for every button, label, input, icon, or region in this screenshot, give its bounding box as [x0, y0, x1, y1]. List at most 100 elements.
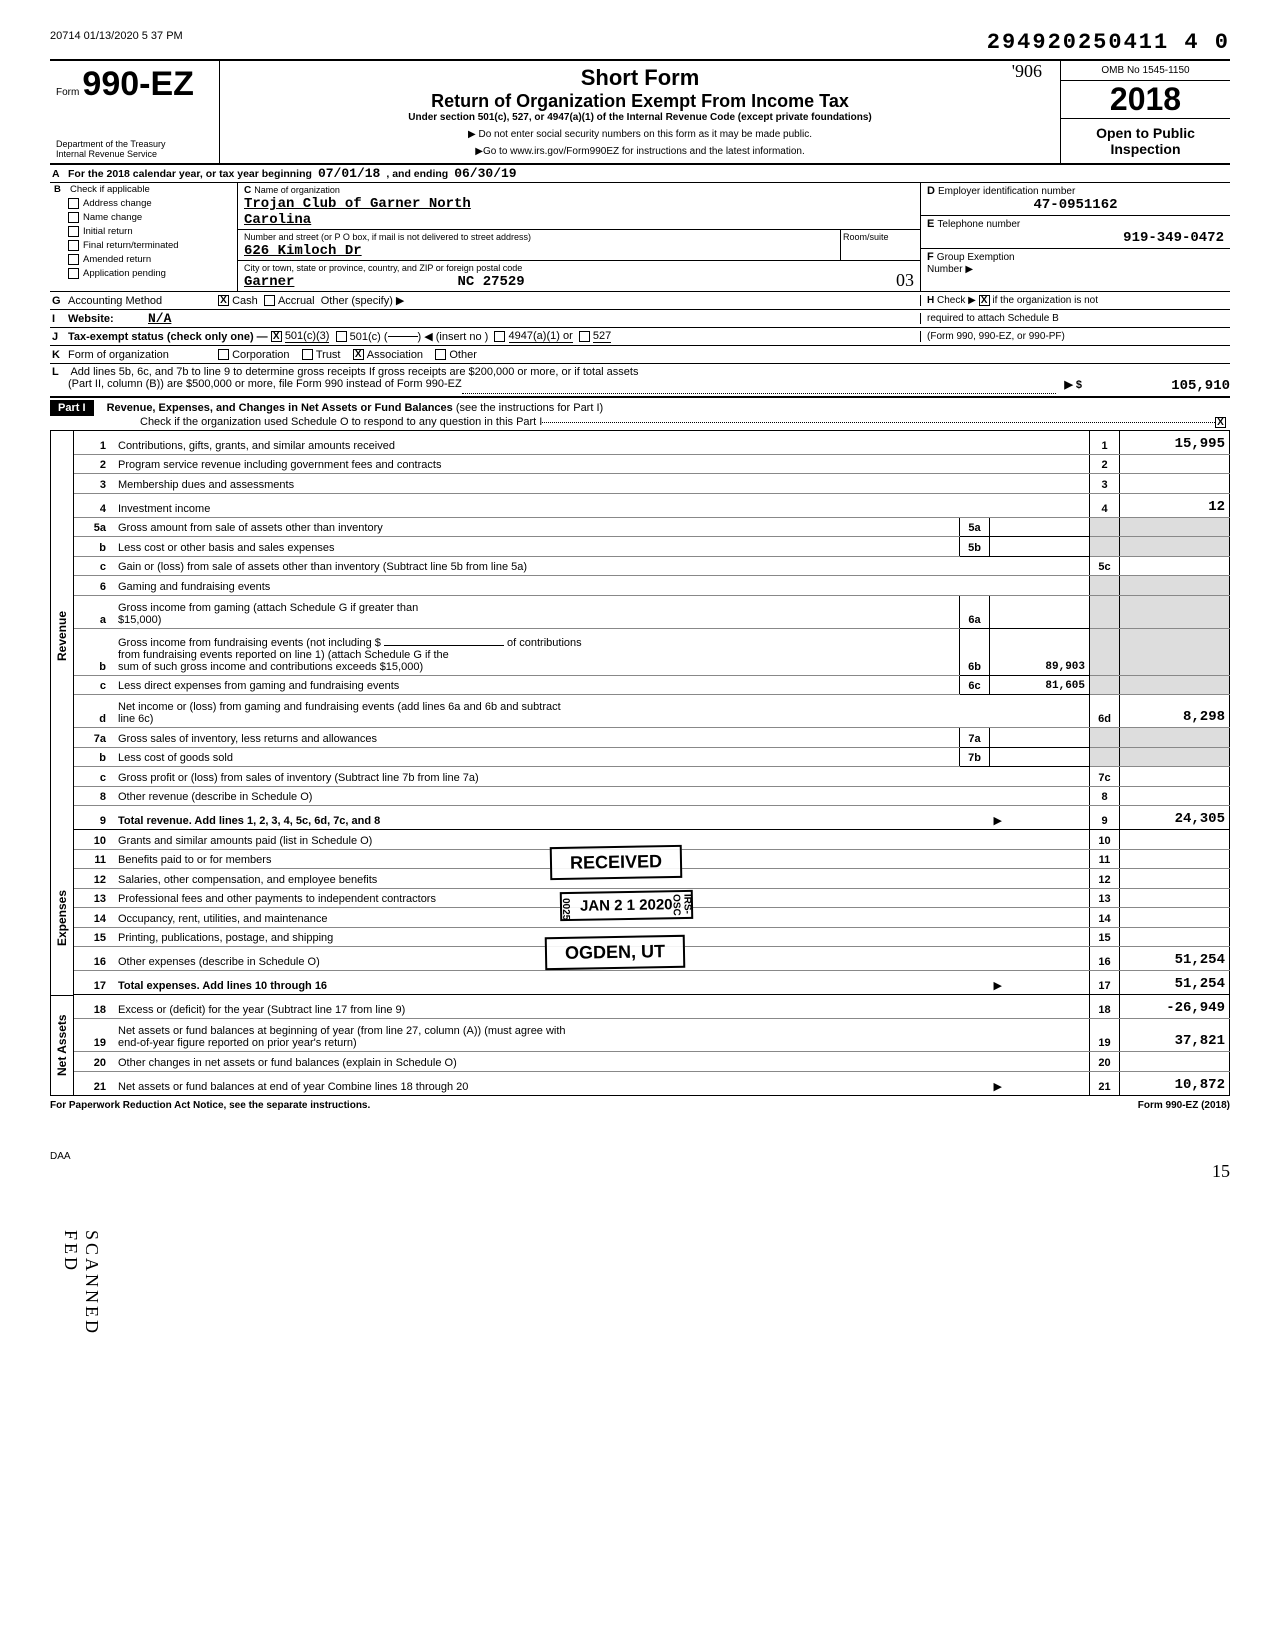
handwritten-906: '906	[1012, 61, 1042, 82]
label-k: K	[50, 349, 68, 361]
label-j: J	[50, 331, 68, 343]
instr1: ▶ Do not enter social security numbers o…	[228, 129, 1052, 140]
hand-03: 03	[896, 270, 914, 291]
lines-block: Revenue Expenses Net Assets 1Contributio…	[50, 431, 1230, 1096]
h-text2: if the organization is not	[992, 295, 1098, 306]
line-b: bLess cost of goods sold7b	[74, 747, 1230, 766]
label-c: C	[244, 185, 251, 196]
stamp-date-text: JAN 2 1 2020	[580, 896, 673, 915]
checkbox[interactable]	[68, 198, 79, 209]
chk-accrual[interactable]	[264, 295, 275, 306]
chk-h[interactable]: X	[979, 295, 990, 306]
checkbox[interactable]	[68, 226, 79, 237]
form-header: Form 990-EZ Department of the Treasury I…	[50, 59, 1230, 165]
k-d: Other	[449, 349, 477, 361]
footer: For Paperwork Reduction Act Notice, see …	[50, 1096, 1230, 1111]
stamp-date: 0025 JAN 2 1 2020 IRS-OSC	[560, 890, 693, 921]
k-c: Association	[367, 349, 423, 361]
c-name-label: Name of organization	[254, 185, 340, 195]
checkbox-label: Final return/terminated	[83, 240, 179, 251]
checkbox-row: Name change	[50, 210, 237, 224]
header-right: OMB No 1545-1150 2018 Open to Public Ins…	[1060, 61, 1230, 163]
row-l: L Add lines 5b, 6c, and 7b to line 9 to …	[50, 364, 1230, 397]
k-b: Trust	[316, 349, 341, 361]
line-6: 6Gaming and fundraising events	[74, 576, 1230, 595]
chk-scho[interactable]: X	[1215, 417, 1226, 428]
dept-block: Department of the Treasury Internal Reve…	[56, 139, 213, 159]
i-text: Website:	[68, 313, 148, 325]
checkbox-label: Initial return	[83, 226, 133, 237]
label-b: B	[52, 184, 70, 195]
e-text: Telephone number	[937, 219, 1020, 230]
j-text: Tax-exempt status (check only one) —	[68, 331, 268, 343]
checkbox[interactable]	[68, 240, 79, 251]
street: 626 Kimloch Dr	[244, 243, 362, 259]
chk-corp[interactable]	[218, 349, 229, 360]
top-line: 20714 01/13/2020 5 37 PM 294920250411 4 …	[50, 30, 1230, 55]
line-a: A For the 2018 calendar year, or tax yea…	[50, 165, 1230, 183]
stamp-side1: 0025	[560, 898, 571, 920]
form-name: 990-EZ	[82, 65, 194, 103]
checkbox-label: Name change	[83, 212, 142, 223]
checkbox-row: Initial return	[50, 224, 237, 238]
tax-year: 2018	[1061, 81, 1230, 119]
lines-table: 1Contributions, gifts, grants, and simil…	[74, 431, 1230, 1096]
chk-other-k[interactable]	[435, 349, 446, 360]
col-right-def: D Employer identification number 47-0951…	[920, 183, 1230, 291]
label-l: L	[50, 366, 68, 378]
checkbox-row: Address change	[50, 196, 237, 210]
chk-527[interactable]	[579, 331, 590, 342]
part1-header: Part I Revenue, Expenses, and Changes in…	[50, 397, 1230, 431]
chk-501c3[interactable]: X	[271, 331, 282, 342]
daa: DAA	[50, 1151, 1230, 1162]
chk-4947[interactable]	[494, 331, 505, 342]
line-b: bLess cost or other basis and sales expe…	[74, 537, 1230, 556]
row-i: I Website: N/A required to attach Schedu…	[50, 310, 1230, 328]
website: N/A	[148, 311, 171, 326]
col-c: C Name of organization Trojan Club of Ga…	[238, 183, 920, 291]
line-17: 17Total expenses. Add lines 10 through 1…	[74, 971, 1230, 995]
room-label: Room/suite	[843, 232, 889, 242]
label-i: I	[50, 313, 68, 325]
statezip: NC 27529	[457, 274, 524, 290]
line-7a: 7aGross sales of inventory, less returns…	[74, 728, 1230, 747]
line-a-text: For the 2018 calendar year, or tax year …	[68, 168, 312, 180]
l-val: 105,910	[1090, 378, 1230, 394]
stamp-received: RECEIVED	[550, 845, 683, 880]
j-d: 527	[593, 330, 611, 343]
line-c: cLess direct expenses from gaming and fu…	[74, 675, 1230, 694]
line-20: 20Other changes in net assets or fund ba…	[74, 1052, 1230, 1071]
j-c: 4947(a)(1) or	[509, 330, 573, 343]
city: Garner	[244, 274, 294, 290]
h-text4: (Form 990, 990-EZ, or 990-PF)	[920, 331, 1230, 342]
checkbox-label: Address change	[83, 198, 152, 209]
stamp-ogden: OGDEN, UT	[545, 935, 686, 970]
h-block-1: H Check ▶ X if the organization is not	[920, 295, 1230, 306]
chk-assoc[interactable]: X	[353, 349, 364, 360]
j-a: 501(c)(3)	[285, 330, 330, 343]
checkbox[interactable]	[68, 212, 79, 223]
chk-trust[interactable]	[302, 349, 313, 360]
g-other: Other (specify) ▶	[321, 294, 405, 307]
checkbox[interactable]	[68, 268, 79, 279]
l-text: Add lines 5b, 6c, and 7b to line 9 to de…	[70, 366, 638, 378]
line-c: cGross profit or (loss) from sales of in…	[74, 767, 1230, 786]
side-scanned: SCANNED FED	[60, 1230, 102, 1336]
year-end: 06/30/19	[448, 166, 522, 181]
chk-501c[interactable]	[336, 331, 347, 342]
checkbox-row: Amended return	[50, 252, 237, 266]
subtitle: Under section 501(c), 527, or 4947(a)(1)…	[228, 112, 1052, 123]
col-b: B Check if applicable Address changeName…	[50, 183, 238, 291]
checkbox-label: Application pending	[83, 268, 166, 279]
label-g: G	[50, 295, 68, 307]
part1-title: Revenue, Expenses, and Changes in Net As…	[97, 402, 453, 414]
header-left: Form 990-EZ Department of the Treasury I…	[50, 61, 220, 163]
checkbox[interactable]	[68, 254, 79, 265]
chk-cash[interactable]: X	[218, 295, 229, 306]
line-2: 2Program service revenue including gover…	[74, 454, 1230, 473]
side-revenue: Revenue	[50, 431, 73, 841]
row-gh: G Accounting Method X Cash Accrual Other…	[50, 292, 1230, 310]
row-k: K Form of organization Corporation Trust…	[50, 346, 1230, 364]
phone: 919-349-0472	[927, 230, 1224, 246]
form-page: 20714 01/13/2020 5 37 PM 294920250411 4 …	[50, 30, 1230, 1162]
